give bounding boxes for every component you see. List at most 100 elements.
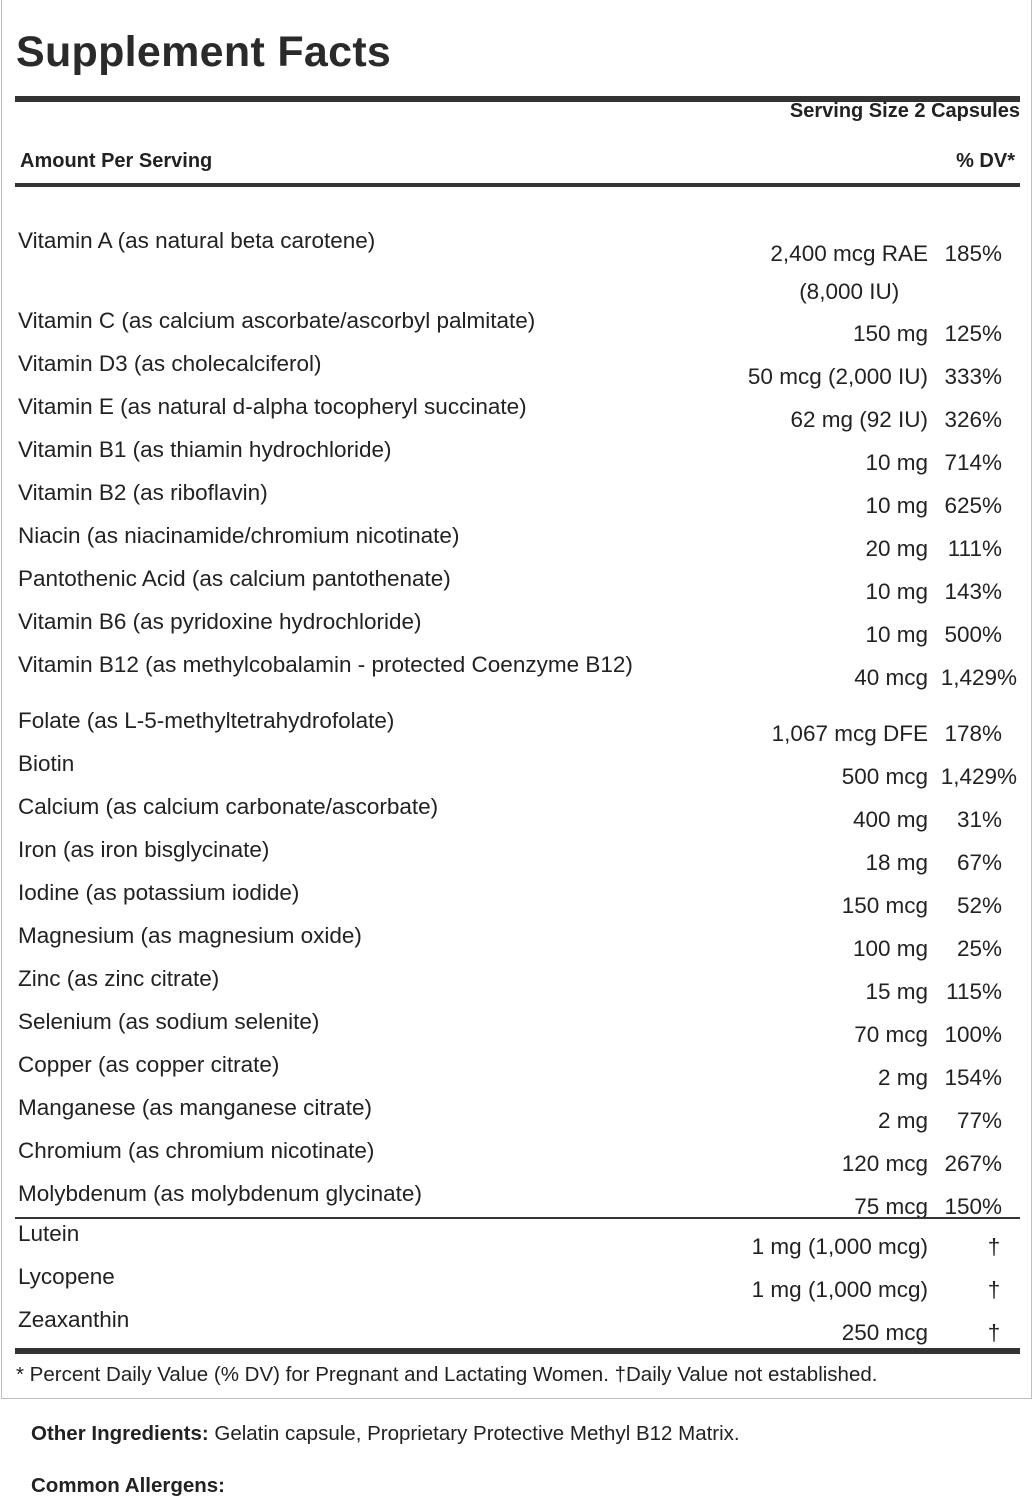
amount-value: 18 mg [865,850,928,875]
dagger-mark: † [987,1234,1001,1259]
nutrient-row: Vitamin D3 (as cholecalciferol) 50 mcg (2… [0,351,1036,394]
serving-size: Serving Size 2 Capsules [789,100,1020,122]
nutrient-list: Vitamin A (as natural beta carotene) 2,40… [0,228,1036,1224]
nutrient-name: Chromium (as chromium nicotinate) [18,1138,375,1163]
nutrient-dv: 111% [947,536,1002,561]
nutrient-dv: 625% [944,493,1002,518]
nutrient-row: Folate (as L-5-methyltetrahydrofolate) 1,… [0,708,1036,751]
nutrient-row: Manganese (as manganese citrate) 2 mg 77% [0,1095,1036,1138]
amount-value: 1,067 mcg DFE [771,721,928,746]
nutrient-name: Vitamin B12 (as methylcobalamin - protec… [18,652,633,677]
nutrient-dv: 52% [956,893,1002,918]
nutrient-dv: 267% [944,1151,1002,1176]
amount-value: 2,400 mcg RAE [770,241,928,266]
nutrient-amount: 150 mcg [842,887,928,925]
footnote: * Percent Daily Value (% DV) for Pregnan… [16,1363,878,1386]
nutrient-row: Niacin (as niacinamide/chromium nicotina… [0,523,1036,566]
nutrient-name: Iron (as iron bisglycinate) [18,837,270,862]
amount-value: 10 mg [865,579,928,604]
nutrient-dv: 77% [956,1108,1002,1133]
amount-value: 62 mg (92 IU) [790,407,928,432]
amount-value: 75 mcg [854,1194,928,1219]
nutrient-name: Lutein [18,1221,80,1246]
nutrient-dv: 333% [944,364,1002,389]
nutrient-name: Molybdenum (as molybdenum glycinate) [18,1181,422,1206]
nutrient-row: Vitamin B12 (as methylcobalamin - protec… [0,652,1036,708]
nutrient-row: Vitamin B2 (as riboflavin) 10 mg 625% [0,480,1036,523]
nutrient-name: Vitamin E (as natural d-alpha tocopheryl… [18,394,527,419]
amount-value: 70 mcg [854,1022,928,1047]
nutrient-dv: 154% [944,1065,1002,1090]
amount-value: 10 mg [865,493,928,518]
nutrient-name: Zeaxanthin [18,1307,130,1332]
nutrient-amount: 50 mcg (2,000 IU) [748,358,928,396]
nutrient-name: Vitamin C (as calcium ascorbate/ascorbyl… [18,308,536,333]
nutrient-row: Copper (as copper citrate) 2 mg 154% [0,1052,1036,1095]
header-divider [15,183,1020,187]
nutrient-name: Vitamin A (as natural beta carotene) [18,228,376,253]
nutrient-name: Manganese (as manganese citrate) [18,1095,372,1120]
bottom-divider [15,1348,1020,1354]
nutrient-row: Vitamin A (as natural beta carotene) 2,40… [0,228,1036,308]
other-ingredients-text: Gelatin capsule, Proprietary Protective … [208,1422,740,1445]
other-ingredients: Other Ingredients: Gelatin capsule, Prop… [31,1422,740,1446]
nutrient-amount: 1 mg (1,000 mcg) [751,1277,928,1302]
nutrient-amount: 10 mg [865,573,928,611]
amount-value: 2 mg [877,1108,928,1133]
amount-value: 100 mg [852,936,928,961]
amount-value: 50 mcg (2,000 IU) [747,364,928,389]
other-nutrient-row: Zeaxanthin 250 mcg † [0,1307,1036,1350]
nutrient-row: Zinc (as zinc citrate) 15 mg 115% [0,966,1036,1009]
amount-value: 400 mg [852,807,928,832]
nutrient-dv: 1,429% [940,665,1017,690]
amount-value-alt: (8,000 IU) [799,279,900,304]
nutrient-amount: 2 mg [878,1059,928,1097]
nutrient-amount: 15 mg [865,973,928,1011]
nutrient-row: Pantothenic Acid (as calcium pantothenat… [0,566,1036,609]
nutrient-name: Selenium (as sodium selenite) [18,1009,320,1034]
nutrient-row: Calcium (as calcium carbonate/ascorbate)… [0,794,1036,837]
nutrient-name: Biotin [18,751,75,776]
nutrient-dv: 100% [944,1022,1002,1047]
nutrient-dv: 143% [944,579,1002,604]
nutrient-amount: 1,067 mcg DFE [772,715,928,753]
nutrient-amount: 18 mg [865,844,928,882]
dagger-mark: † [987,1277,1001,1302]
nutrient-row: Selenium (as sodium selenite) 70 mcg 100% [0,1009,1036,1052]
nutrient-amount: 500 mcg [842,758,928,796]
supplement-facts-panel [1,0,1032,1399]
panel-title: Supplement Facts [16,28,392,76]
section-divider [15,1217,1020,1219]
nutrient-amount: 120 mcg [842,1145,928,1183]
nutrient-name: Vitamin B6 (as pyridoxine hydrochloride) [18,609,422,634]
nutrient-amount: 10 mg [865,487,928,525]
nutrient-dv: 115% [946,979,1002,1004]
amount-value: 10 mg [865,450,928,475]
dagger-mark: † [987,1320,1001,1345]
amount-value: 40 mcg [854,665,928,690]
common-allergens-label: Common Allergens: [31,1474,226,1497]
nutrient-dv: 500% [944,622,1002,647]
nutrient-row: Vitamin E (as natural d-alpha tocopheryl… [0,394,1036,437]
nutrient-dv: 31% [956,807,1002,832]
other-nutrient-row: Lycopene 1 mg (1,000 mcg) † [0,1264,1036,1307]
nutrient-name: Zinc (as zinc citrate) [18,966,220,991]
nutrient-dv: 326% [944,407,1002,432]
nutrient-row: Iodine (as potassium iodide) 150 mcg 52% [0,880,1036,923]
other-nutrient-list: Lutein 1 mg (1,000 mcg) † Lycopene 1 mg (1,0… [0,1221,1036,1350]
nutrient-amount: 62 mg (92 IU) [790,401,928,439]
nutrient-row: Biotin 500 mcg 1,429% [0,751,1036,794]
other-ingredients-label: Other Ingredients: [31,1422,209,1445]
nutrient-amount: 250 mcg [841,1320,928,1345]
nutrient-amount: 20 mg [865,530,928,568]
nutrient-dv: 185% [944,241,1002,266]
nutrient-row: Chromium (as chromium nicotinate) 120 mcg… [0,1138,1036,1181]
nutrient-row: Vitamin B6 (as pyridoxine hydrochloride)… [0,609,1036,652]
nutrient-amount: 2,400 mcg RAE (8,000 IU) [770,235,928,311]
nutrient-dv: 178% [944,721,1002,746]
nutrient-dv: 25% [956,936,1002,961]
amount-value: 150 mcg [841,893,928,918]
nutrient-amount: 400 mg [853,801,928,839]
nutrient-dv: 67% [956,850,1002,875]
nutrient-name: Vitamin B2 (as riboflavin) [18,480,268,505]
